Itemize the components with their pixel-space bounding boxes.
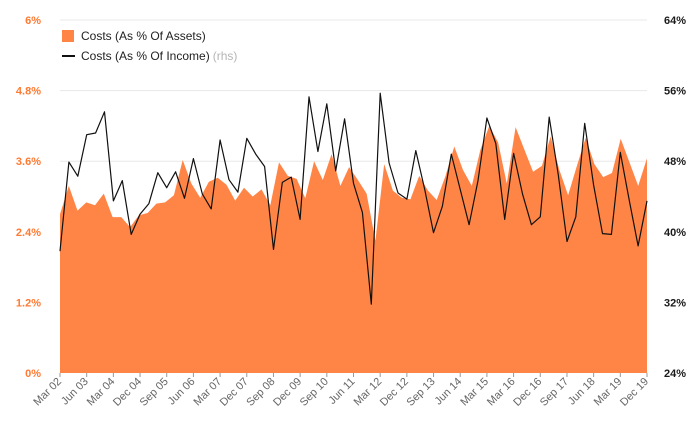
income-line [59,92,648,305]
x-tick-label: Sep 13 [405,376,438,409]
right-tick-label: 64% [664,15,686,27]
x-tick-label: Mar 15 [458,376,491,409]
x-tick-label: Jun 06 [166,376,198,408]
left-axis-ticks: 0% 1.2% 2.4% 3.6% 4.8% 6% [16,15,41,380]
x-tick-label: Mar 16 [485,376,518,409]
right-tick-label: 48% [664,156,686,168]
x-tick-label: Mar 04 [85,376,118,409]
assets-swatch [62,30,74,42]
right-axis-ticks: 24% 32% 40% 48% 56% 64% [664,15,686,380]
x-tick-label: Sep 17 [538,376,571,409]
assets-area [60,125,647,374]
legend: Costs (As % Of Assets) Costs (As % Of In… [62,26,237,66]
x-tick-label: Dec 07 [218,376,251,409]
left-tick-label: 0% [25,368,41,380]
left-tick-label: 4.8% [16,86,41,98]
assets-area-series [60,125,647,374]
x-tick-label: Dec 09 [271,376,304,409]
left-tick-label: 6% [25,15,41,27]
x-tick-label: Sep 08 [244,376,277,409]
x-tick-label: Mar 02 [31,376,64,409]
x-tick-label: Jun 14 [433,376,465,408]
legend-item-income: Costs (As % Of Income) (rhs) [62,46,237,66]
x-tick-label: Sep 05 [138,376,171,409]
right-tick-label: 32% [664,297,686,309]
x-tick-label: Dec 12 [378,376,411,409]
left-tick-label: 3.6% [16,156,41,168]
income-line-series [59,92,648,305]
right-tick-label: 40% [664,227,686,239]
right-tick-label: 24% [664,368,686,380]
x-tick-label: Dec 04 [111,376,144,409]
income-swatch [62,55,75,57]
legend-item-assets: Costs (As % Of Assets) [62,26,237,46]
x-tick-label: Jun 18 [566,376,598,408]
legend-label-income: Costs (As % Of Income) [81,49,210,63]
left-tick-label: 1.2% [16,297,41,309]
right-tick-label: 56% [664,86,686,98]
x-tick-label: Dec 16 [511,376,544,409]
x-tick-label: Sep 10 [298,376,331,409]
x-tick-label: Mar 19 [592,376,625,409]
legend-rhs-tag: (rhs) [212,49,238,63]
legend-label-assets: Costs (As % Of Assets) [81,29,206,43]
left-tick-label: 2.4% [16,227,41,239]
x-tick-label: Mar 12 [352,376,385,409]
x-tick-label: Jun 03 [59,376,91,408]
x-tick-label: Dec 19 [618,376,651,409]
x-tick-label: Mar 07 [192,376,225,409]
